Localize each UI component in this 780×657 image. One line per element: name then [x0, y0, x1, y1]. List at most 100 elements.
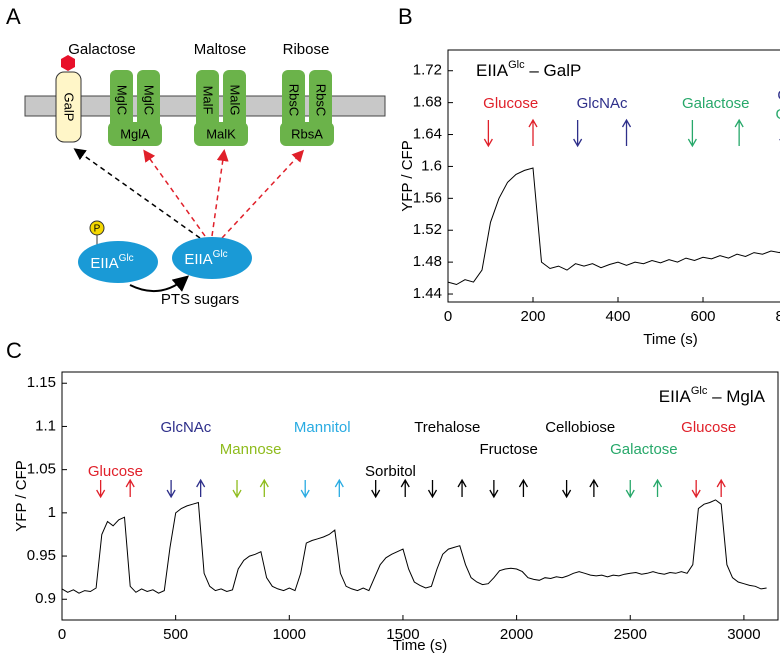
- transporter-label: MglC: [142, 85, 157, 115]
- event-label: GlcNAc: [577, 95, 628, 112]
- x-tick-label: 2000: [500, 626, 533, 643]
- diagram: Galactose Maltose Ribose GalP MglC MglC …: [24, 41, 386, 308]
- sugar-label: Galactose: [68, 41, 136, 58]
- add-arrow: [625, 480, 635, 499]
- galactose-hexagon: [61, 55, 75, 71]
- galp-box: [55, 71, 82, 143]
- event-label: Mannitol: [294, 419, 351, 436]
- event-label: Mannose: [220, 441, 282, 458]
- remove-arrow: [400, 478, 410, 497]
- transporter: [137, 70, 160, 132]
- y-tick-label: 1.48: [413, 253, 442, 270]
- event-label: Fructose: [479, 441, 537, 458]
- plot-frame: [447, 49, 780, 303]
- trace-line: [61, 499, 767, 594]
- dashed-arrow: [73, 148, 201, 239]
- line-chart: 1.44 1.48 1.52 1.56 1.6 1.64 1.68 1.72 0 200 400 60…: [399, 49, 780, 348]
- y-tick-label: 1.6: [421, 157, 442, 174]
- transporter-base: [194, 122, 248, 146]
- line-chart: 0.9 0.95 1 1.05 1.1 1.15 0 500 1000 1500 2000 2500 3…: [13, 371, 779, 654]
- event-label: Glucose: [483, 95, 538, 112]
- event-label: Glucose: [681, 419, 736, 436]
- panel-label: B: [398, 4, 413, 29]
- event-label: GlcNAc: [160, 419, 211, 436]
- eiia-text: EIIA: [184, 251, 212, 268]
- y-tick-label: 1.52: [413, 221, 442, 238]
- title-text: EIIA: [659, 387, 692, 406]
- remove-arrow: [518, 478, 528, 497]
- add-arrow: [687, 120, 697, 148]
- eiia-ellipse: [78, 241, 158, 283]
- x-tick-label: 1500: [386, 626, 419, 643]
- title-sup: Glc: [691, 385, 708, 397]
- x-tick-label: 200: [520, 308, 545, 325]
- galp-label: GalP: [62, 93, 77, 122]
- transporter: [223, 70, 246, 132]
- x-tick-label: 800: [776, 308, 780, 325]
- eiia-sup: Glc: [213, 249, 228, 260]
- x-tick-label: 0: [444, 308, 452, 325]
- transporter-label: RbsC: [287, 84, 302, 117]
- add-arrow: [691, 480, 701, 499]
- event-label: Cellobiose: [545, 419, 615, 436]
- y-tick-label: 1.64: [413, 126, 442, 143]
- plot-frame: [61, 371, 779, 621]
- transporter: [282, 70, 305, 132]
- transporter-base: [108, 122, 162, 146]
- transporter-base: [280, 122, 334, 146]
- transporter: [196, 70, 219, 132]
- transporter-label: MglC: [115, 85, 130, 115]
- transporter-label: MalK: [206, 126, 236, 141]
- phospho-label: P: [94, 224, 101, 235]
- event-label: Glucose: [88, 463, 143, 480]
- title-sup: Glc: [508, 59, 525, 71]
- panel-label: A: [6, 4, 21, 29]
- y-tick-label: 1: [48, 504, 56, 521]
- add-arrow: [166, 480, 176, 499]
- event-label: Trehalose: [414, 419, 480, 436]
- title-text: EIIA: [476, 61, 509, 80]
- y-tick-label: 0.9: [35, 590, 56, 607]
- y-tick-label: 0.95: [27, 547, 56, 564]
- remove-arrow: [125, 478, 135, 497]
- title-rest: – MglA: [707, 387, 765, 406]
- eiia-label: EIIAGlc: [90, 253, 133, 272]
- y-tick-label: 1.72: [413, 62, 442, 79]
- remove-arrow: [652, 478, 663, 497]
- x-tick-label: 2500: [614, 626, 647, 643]
- y-tick-label: 1.68: [413, 94, 442, 111]
- chart-title: EIIAGlc – MglA: [659, 385, 766, 407]
- remove-arrow: [734, 118, 744, 146]
- transporter-label: RbsA: [291, 126, 323, 141]
- title-rest: – GalP: [525, 61, 582, 80]
- remove-arrow: [716, 478, 726, 497]
- panel-label: C: [6, 338, 22, 363]
- remove-arrow: [334, 478, 344, 497]
- add-arrow: [427, 480, 438, 499]
- transporter-label: RbsC: [314, 84, 329, 117]
- transporter-label: MalG: [228, 84, 243, 115]
- add-arrow: [232, 480, 242, 499]
- add-arrow: [371, 480, 381, 499]
- x-tick-label: 600: [690, 308, 715, 325]
- sugar-label: Ribose: [283, 41, 330, 58]
- add-arrow: [96, 480, 106, 499]
- x-axis-label: Time (s): [643, 331, 697, 348]
- y-tick-label: 1.15: [27, 374, 56, 391]
- dashed-arrow: [211, 149, 229, 237]
- transporter: [309, 70, 332, 132]
- transporter-label: MglA: [120, 126, 150, 141]
- x-tick-label: 400: [605, 308, 630, 325]
- transporter: [110, 70, 133, 132]
- x-axis-label: Time (s): [393, 637, 447, 654]
- y-tick-label: 1.56: [413, 189, 442, 206]
- y-tick-label: 1.44: [413, 285, 442, 302]
- eiia-sup: Glc: [119, 253, 134, 264]
- event-label: Galactose: [610, 441, 678, 458]
- add-arrow: [573, 120, 583, 148]
- remove-arrow: [259, 478, 269, 497]
- sugar-label: Maltose: [194, 41, 247, 58]
- x-tick-label: 0: [58, 626, 66, 643]
- remove-arrow: [457, 478, 467, 497]
